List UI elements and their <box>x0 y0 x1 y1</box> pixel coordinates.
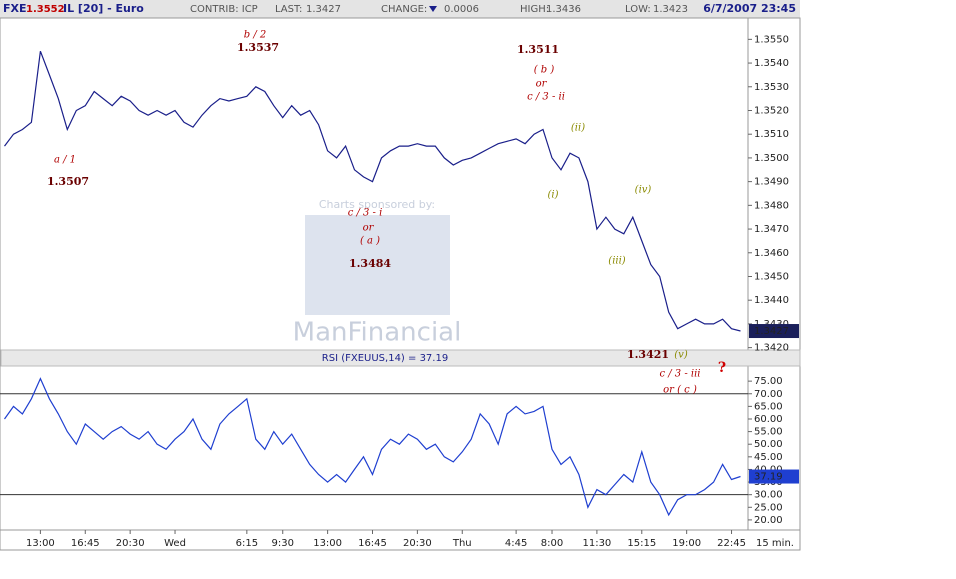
watermark-logo <box>305 215 450 315</box>
y-tick-label: 1.3500 <box>754 153 789 164</box>
high-value: 1.3436 <box>546 4 581 15</box>
price-marker <box>749 324 799 339</box>
x-tick-label: 19:00 <box>672 538 701 549</box>
annotation: (iii) <box>608 256 625 267</box>
x-tick-label: 15:15 <box>627 538 656 549</box>
annotation: b / 2 <box>244 30 267 41</box>
change-value: 0.0006 <box>444 4 479 15</box>
down-arrow <box>429 6 437 12</box>
rsi-title: RSI (FXEUUS,14) = 37.19 <box>322 353 448 364</box>
annotation: c / 3 - i <box>348 208 383 219</box>
interval: 15 min. <box>756 538 794 549</box>
symbol: FXE <box>3 2 27 15</box>
annotation: (iv) <box>635 185 652 196</box>
change-label: CHANGE: <box>381 4 427 15</box>
annotation: 1.3537 <box>237 41 279 54</box>
watermark: Charts sponsored by: ManFinancial <box>293 198 462 348</box>
x-tick-label: 11:30 <box>582 538 611 549</box>
y-tick-label: 30.00 <box>754 490 783 501</box>
annotation: or <box>536 79 548 90</box>
y-tick-label: 1.3540 <box>754 58 789 69</box>
annotation: (ii) <box>571 123 585 134</box>
price-marker-label: 1.3427 <box>754 326 789 337</box>
annotation: or <box>363 223 375 234</box>
y-tick-label: 1.3420 <box>754 343 789 354</box>
low-value: 1.3423 <box>653 4 688 15</box>
x-tick-label: 20:30 <box>116 538 145 549</box>
low-label: LOW: <box>625 4 651 15</box>
x-tick-label: Wed <box>164 538 186 549</box>
y-tick-label: 50.00 <box>754 439 783 450</box>
y-tick-label: 25.00 <box>754 502 783 513</box>
y-tick-label: 1.3520 <box>754 105 789 116</box>
y-tick-label: 45.00 <box>754 452 783 463</box>
data-line <box>4 377 741 517</box>
x-tick-label: 4:45 <box>505 538 527 549</box>
y-tick-label: 70.00 <box>754 389 783 400</box>
y-tick-label: 1.3440 <box>754 295 789 306</box>
frame <box>0 17 801 551</box>
annotation: ? <box>718 360 726 376</box>
y-tick-label: 1.3460 <box>754 248 789 259</box>
price-marker-label: 37.19 <box>754 472 783 483</box>
watermark-text: Charts sponsored by: <box>319 198 435 211</box>
x-tick-label: 13:00 <box>26 538 55 549</box>
annotation: c / 3 - iii <box>659 369 700 380</box>
x-tick-label: 16:45 <box>71 538 100 549</box>
x-tick-label: Thu <box>452 538 472 549</box>
high-flag: 1.3552 <box>26 4 65 15</box>
annotation: 1.3421 <box>627 348 669 361</box>
x-tick-label: 6:15 <box>236 538 258 549</box>
annotation: 1.3484 <box>349 257 391 270</box>
y-tick-label: 60.00 <box>754 414 783 425</box>
annotation: (v) <box>674 350 688 361</box>
instrument-name: IL [20] - Euro <box>63 2 144 15</box>
y-tick-label: 75.00 <box>754 376 783 387</box>
high-label: HIGH: <box>520 4 549 15</box>
annotation: ( a ) <box>360 236 380 247</box>
x-tick-label: 22:45 <box>717 538 746 549</box>
y-tick-label: 1.3510 <box>754 129 789 140</box>
annotation: 1.3507 <box>47 175 89 188</box>
annotation: or ( c ) <box>663 385 697 396</box>
last-value: 1.3427 <box>306 4 341 15</box>
y-tick-label: 55.00 <box>754 427 783 438</box>
annotation: ( b ) <box>534 65 555 76</box>
y-tick-label: 1.3450 <box>754 271 789 282</box>
y-tick-label: 1.3480 <box>754 200 789 211</box>
annotation: (i) <box>547 190 558 201</box>
y-tick-label: 1.3470 <box>754 224 789 235</box>
x-tick-label: 9:30 <box>272 538 294 549</box>
x-tick-label: 13:00 <box>313 538 342 549</box>
x-tick-label: 20:30 <box>403 538 432 549</box>
annotation: 1.3511 <box>517 43 559 56</box>
data-line <box>4 50 741 332</box>
y-tick-label: 1.3530 <box>754 82 789 93</box>
annotation: c / 3 - ii <box>527 92 565 103</box>
header-bar <box>0 0 800 18</box>
x-tick-label: 8:00 <box>541 538 563 549</box>
y-tick-label: 65.00 <box>754 401 783 412</box>
y-tick-label: 1.3550 <box>754 34 789 45</box>
rsi-title-bar <box>0 349 801 367</box>
last-label: LAST: <box>275 4 302 15</box>
y-tick-label: 20.00 <box>754 515 783 526</box>
x-tick-label: 16:45 <box>358 538 387 549</box>
contrib: CONTRIB: ICP <box>190 4 258 15</box>
price-marker <box>749 469 799 484</box>
y-tick-label: 1.3490 <box>754 177 789 188</box>
annotation: a / 1 <box>54 155 76 166</box>
datetime: 6/7/2007 23:45 <box>703 2 796 15</box>
watermark-brand: ManFinancial <box>293 318 462 348</box>
